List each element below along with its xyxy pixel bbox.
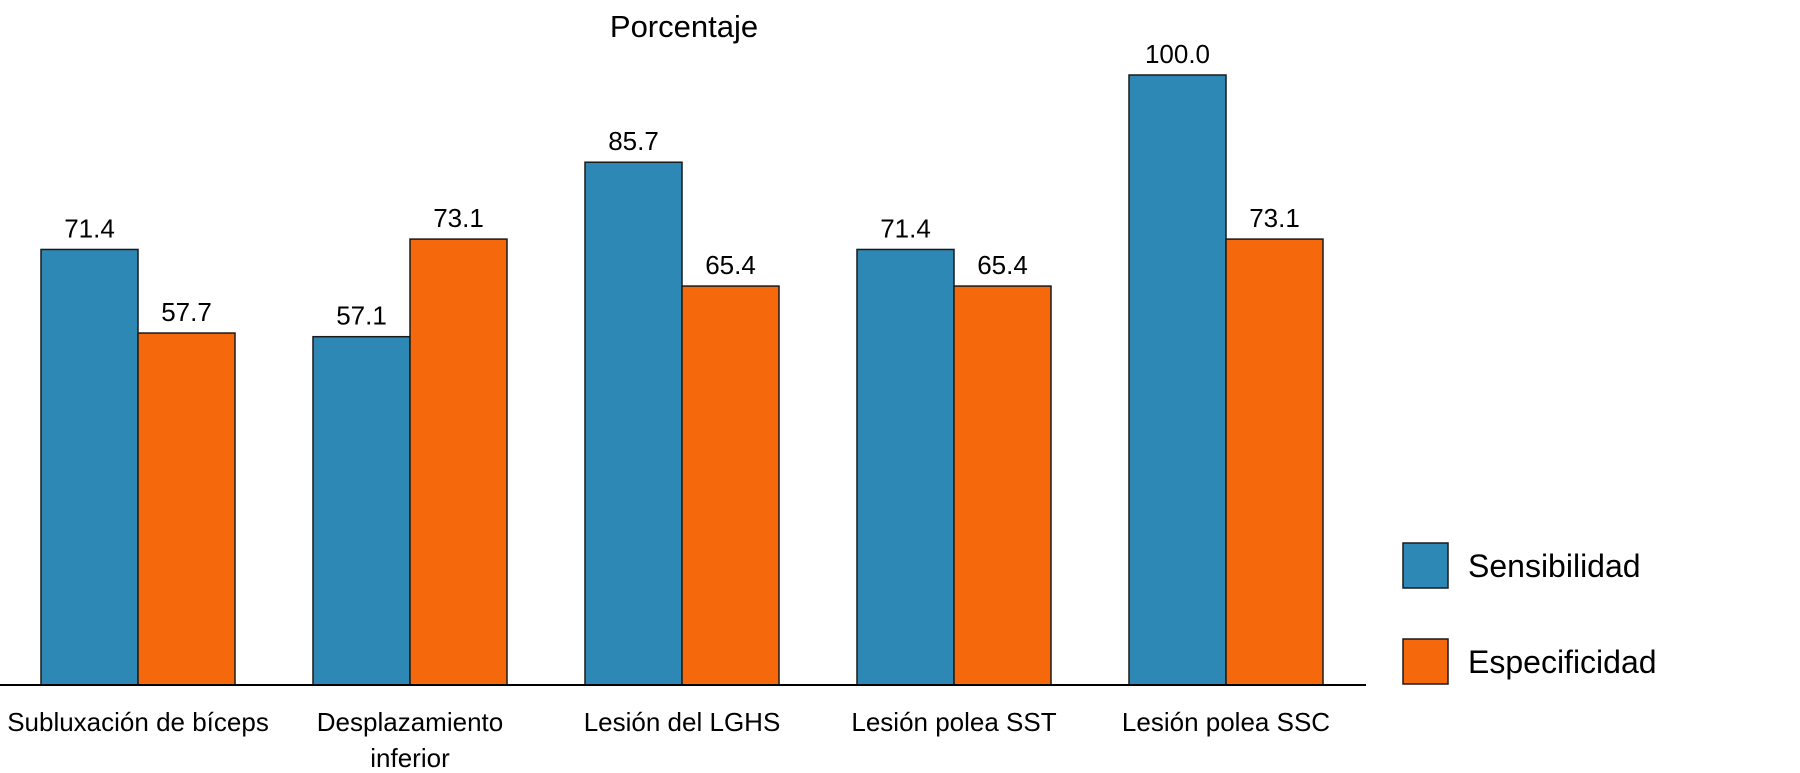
x-tick-label: inferior bbox=[370, 743, 450, 773]
legend: Sensibilidad Especificidad bbox=[1402, 542, 1657, 685]
chart-title: Porcentaje bbox=[610, 9, 758, 44]
x-tick-label: Lesión polea SSC bbox=[1122, 707, 1330, 737]
x-tick-label: Subluxación de bíceps bbox=[7, 707, 269, 737]
data-label: 71.4 bbox=[880, 213, 931, 243]
x-tick-label: Desplazamiento bbox=[317, 707, 503, 737]
data-label: 57.7 bbox=[161, 297, 212, 327]
bar-especificidad bbox=[953, 285, 1052, 686]
data-label: 85.7 bbox=[608, 126, 659, 156]
bar-sensibilidad bbox=[40, 248, 139, 686]
x-tick-label: Lesión del LGHS bbox=[584, 707, 781, 737]
legend-swatch-sensibilidad bbox=[1402, 542, 1449, 589]
data-label: 100.0 bbox=[1145, 39, 1210, 69]
legend-swatch-especificidad bbox=[1402, 638, 1449, 685]
bar-especificidad bbox=[409, 238, 508, 686]
data-label: 71.4 bbox=[64, 213, 115, 243]
data-label: 57.1 bbox=[336, 301, 387, 331]
legend-label: Especificidad bbox=[1468, 644, 1657, 680]
bar-especificidad bbox=[681, 285, 780, 686]
bar-especificidad bbox=[137, 332, 236, 686]
x-tick-label: Lesión polea SST bbox=[851, 707, 1056, 737]
bar-sensibilidad bbox=[856, 248, 955, 686]
bar-especificidad bbox=[1225, 238, 1324, 686]
bar-sensibilidad bbox=[584, 161, 683, 686]
data-label: 73.1 bbox=[433, 203, 484, 233]
legend-label: Sensibilidad bbox=[1468, 548, 1641, 584]
data-label: 73.1 bbox=[1249, 203, 1300, 233]
data-label: 65.4 bbox=[705, 250, 756, 280]
bar-sensibilidad bbox=[312, 335, 411, 686]
bar-sensibilidad bbox=[1128, 74, 1227, 686]
data-label: 65.4 bbox=[977, 250, 1028, 280]
